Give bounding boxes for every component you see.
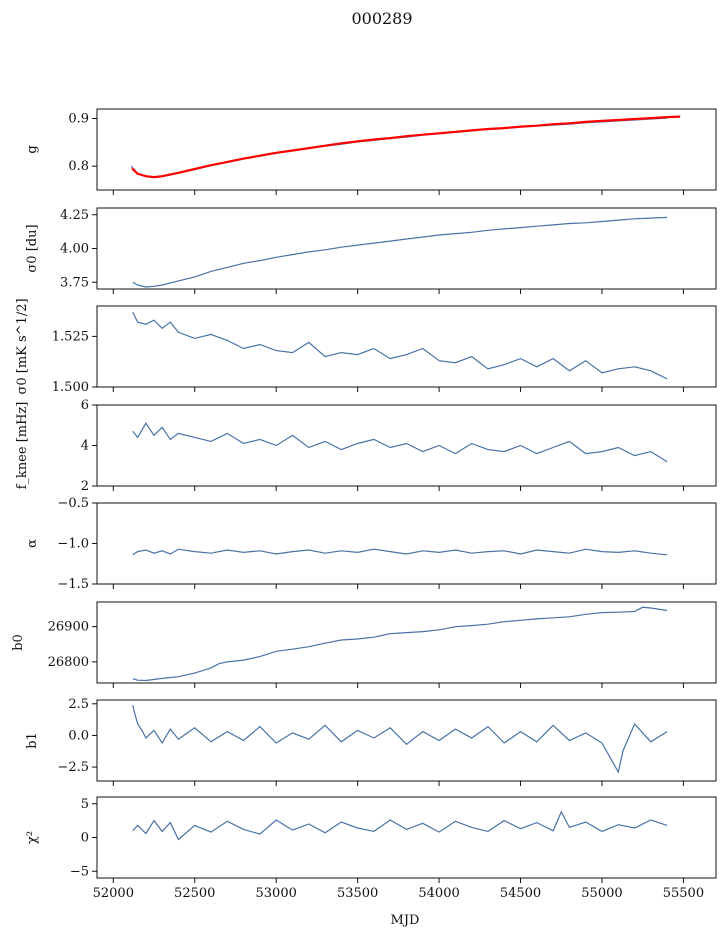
x-tick-label: 52500: [174, 886, 215, 901]
panel-2: 1.500 1.525 σ0 [mK s^1/2]: [15, 298, 717, 395]
panel-0: 0.8 0.9 g: [25, 108, 717, 195]
series-line-7-0: [132, 810, 668, 841]
y-axis-label: α: [25, 539, 40, 548]
y-tick-label: 26900: [48, 620, 89, 635]
y-tick-label: −0.5: [57, 496, 89, 511]
x-axis-label: MJD: [391, 913, 420, 928]
x-tick-label: 52000: [93, 886, 134, 901]
series-line-6-0: [132, 704, 668, 774]
panel-4: −1.5 −1.0 −0.5 α: [25, 496, 717, 592]
y-tick-label: 0.9: [68, 112, 89, 127]
series-line-0-1: [131, 115, 681, 179]
axes-frame: [96, 699, 717, 782]
y-tick-label: 2: [81, 479, 89, 494]
y-tick-label: 0.0: [68, 728, 89, 743]
y-tick-label: 0.8: [68, 159, 89, 174]
panel-3: 2 4 6 f_knee [mHz]: [15, 398, 717, 494]
x-tick-label: 54500: [500, 886, 541, 901]
series-line-1-0: [132, 216, 668, 288]
y-tick-label: 1.500: [52, 380, 89, 395]
x-tick-label: 54000: [418, 886, 459, 901]
y-tick-label: −2.5: [57, 760, 89, 775]
y-axis-label: b0: [11, 634, 26, 651]
figure-title: 000289: [351, 9, 412, 28]
axes-frame: [96, 305, 717, 388]
x-tick-label: 55500: [663, 886, 704, 901]
y-axis-label: σ0 [mK s^1/2]: [15, 298, 30, 394]
axes-frame: [96, 108, 717, 191]
y-tick-label: −5: [70, 864, 89, 879]
y-axis-label: f_knee [mHz]: [15, 402, 30, 490]
panel-7: −5 0 5 52000 52500 53000 53500 54000 54500 55000 5…: [25, 796, 717, 901]
x-tick-label: 53000: [256, 886, 297, 901]
series-line-5-0: [132, 606, 668, 682]
y-tick-label: −1.0: [57, 537, 89, 552]
panel-6: −2.5 0.0 2.5 b1: [25, 697, 717, 786]
y-tick-label: −1.5: [57, 577, 89, 592]
y-tick-label: 4: [81, 439, 89, 454]
y-tick-label: 4.00: [60, 242, 89, 257]
series-line-3-0: [132, 422, 668, 463]
y-tick-label: 2.5: [68, 697, 89, 712]
series-line-0-0: [130, 117, 668, 179]
y-axis-label: g: [25, 145, 40, 153]
y-tick-label: 1.525: [52, 329, 89, 344]
y-tick-label: 0: [81, 831, 89, 846]
series-line-2-0: [132, 311, 668, 380]
x-tick-label: 55000: [581, 886, 622, 901]
axes-frame: [96, 502, 717, 585]
axes-frame: [96, 796, 717, 879]
y-axis-label: b1: [25, 732, 40, 749]
y-tick-label: 4.25: [60, 208, 89, 223]
panel-1: 3.75 4.00 4.25 σ0 [du]: [25, 207, 717, 294]
axes-frame: [96, 601, 717, 684]
panel-5: 26800 26900 b0: [11, 601, 717, 688]
axes-frame: [96, 404, 717, 487]
x-tick-label: 53500: [337, 886, 378, 901]
y-axis-label: σ0 [du]: [25, 224, 40, 272]
y-tick-label: 26800: [48, 655, 89, 670]
series-line-4-0: [132, 548, 668, 556]
y-axis-label: χ²: [25, 831, 40, 844]
y-tick-label: 5: [81, 797, 89, 812]
y-tick-label: 6: [81, 398, 89, 413]
y-tick-label: 3.75: [60, 275, 89, 290]
panels: 0.8 0.9 g 3.75 4.00 4.25 σ0 [du] 1.500 1.525 σ0 […: [11, 108, 717, 901]
